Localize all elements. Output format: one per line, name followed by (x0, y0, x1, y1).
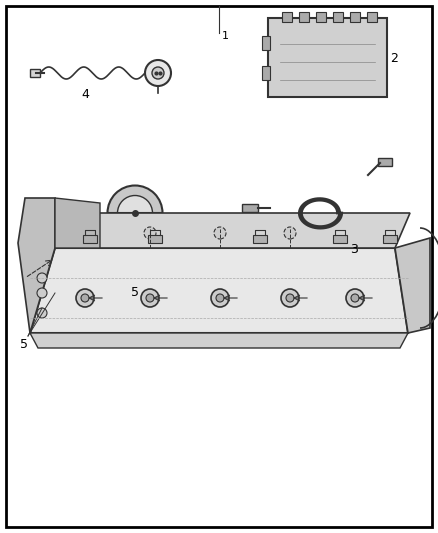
Bar (367, 12, 377, 22)
Text: 5: 5 (131, 286, 139, 299)
Bar (123, 266, 131, 278)
Bar (30, 69, 40, 77)
Bar (262, 66, 270, 80)
Text: 3: 3 (350, 243, 358, 256)
Bar (120, 253, 150, 268)
Polygon shape (30, 333, 408, 348)
Circle shape (141, 289, 159, 307)
Circle shape (281, 289, 299, 307)
Bar (253, 235, 267, 243)
Polygon shape (108, 213, 170, 253)
Circle shape (346, 289, 364, 307)
Circle shape (216, 294, 224, 302)
Circle shape (145, 60, 171, 86)
Bar (333, 12, 343, 22)
Polygon shape (30, 248, 408, 333)
Polygon shape (18, 198, 55, 333)
Circle shape (76, 289, 94, 307)
Bar (262, 36, 270, 50)
FancyBboxPatch shape (268, 18, 387, 97)
Ellipse shape (117, 196, 152, 230)
Circle shape (152, 67, 164, 79)
Bar (350, 12, 360, 22)
Bar (299, 12, 309, 22)
Bar (316, 12, 326, 22)
Circle shape (211, 289, 229, 307)
Bar (383, 235, 397, 243)
Bar (148, 235, 162, 243)
Polygon shape (40, 213, 410, 248)
Text: 4: 4 (81, 88, 89, 101)
Text: 5: 5 (20, 338, 28, 351)
Circle shape (37, 308, 47, 318)
Ellipse shape (107, 185, 162, 240)
Circle shape (144, 227, 156, 239)
Circle shape (351, 294, 359, 302)
Circle shape (81, 294, 89, 302)
Circle shape (146, 294, 154, 302)
Bar (83, 235, 97, 243)
Circle shape (37, 273, 47, 283)
Bar (282, 12, 292, 22)
Circle shape (37, 288, 47, 298)
Bar (242, 204, 258, 212)
Circle shape (214, 227, 226, 239)
Circle shape (286, 294, 294, 302)
Polygon shape (55, 198, 100, 248)
Text: 1: 1 (222, 31, 229, 41)
Polygon shape (395, 238, 430, 333)
Circle shape (284, 227, 296, 239)
Bar (378, 158, 392, 166)
Bar (333, 235, 347, 243)
Text: 2: 2 (390, 52, 398, 64)
Bar (139, 266, 147, 278)
